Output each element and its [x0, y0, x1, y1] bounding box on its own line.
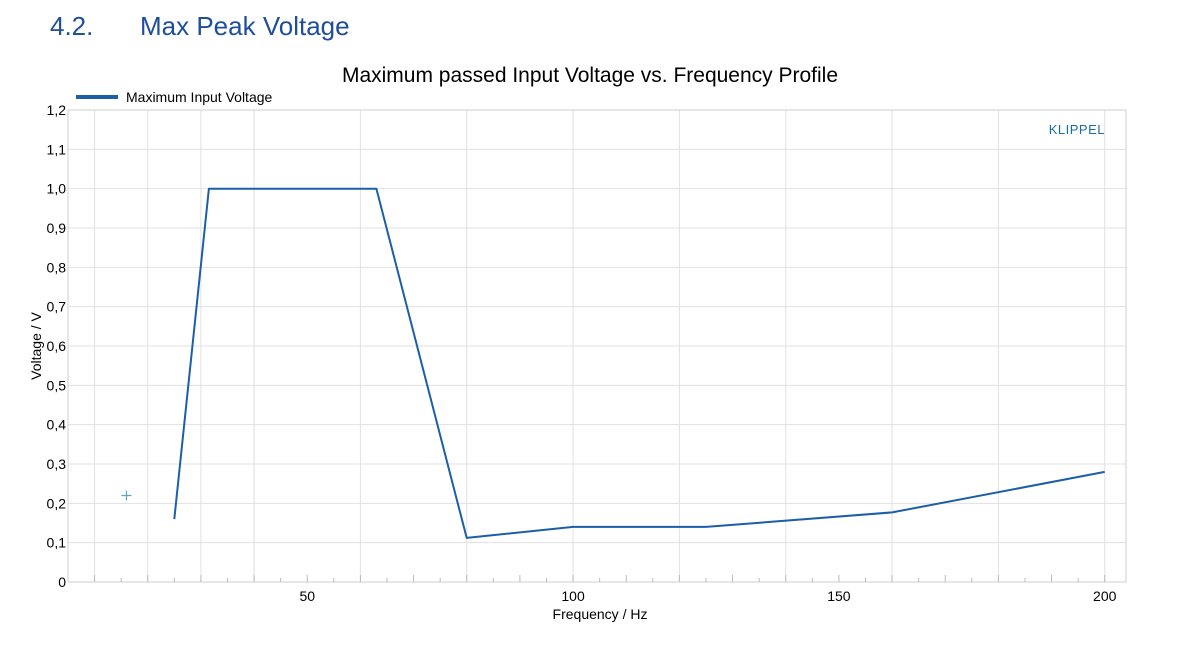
- section-number: 4.2.: [50, 10, 94, 41]
- x-axis-label: Frequency / Hz: [553, 606, 648, 622]
- y-tick-label: 0,5: [47, 377, 67, 393]
- y-tick-label: 0: [58, 574, 66, 590]
- x-tick-labels: 50 100 150 200: [299, 588, 1116, 604]
- section-title: Max Peak Voltage: [140, 10, 350, 41]
- minor-ticks: [94, 575, 1106, 582]
- y-tick-label: 0,9: [47, 220, 67, 236]
- series-layer: [173, 187, 1105, 539]
- x-tick-label: 150: [827, 588, 851, 604]
- grid: [68, 109, 1126, 583]
- brand-label: KLIPPEL: [1049, 122, 1105, 137]
- legend-label: Maximum Input Voltage: [126, 89, 273, 105]
- legend: Maximum Input Voltage: [76, 89, 273, 105]
- y-tick-label: 0,6: [47, 338, 67, 354]
- y-axis-label: Voltage / V: [28, 311, 44, 379]
- y-tick-label: 0,4: [47, 417, 67, 433]
- plot-frame: [67, 109, 1127, 583]
- series-line: [173, 187, 1105, 539]
- x-tick-label: 200: [1093, 588, 1117, 604]
- y-tick-label: 0,1: [47, 535, 67, 551]
- markers-layer: [121, 490, 132, 501]
- chart-title: Maximum passed Input Voltage vs. Frequen…: [342, 64, 838, 87]
- y-tick-label: 0,7: [47, 299, 67, 315]
- y-tick-label: 0,8: [47, 259, 67, 275]
- plus-marker: [121, 490, 132, 501]
- section-heading: 4.2. Max Peak Voltage: [50, 8, 350, 44]
- x-tick-label: 50: [299, 588, 315, 604]
- x-tick-label: 100: [561, 588, 585, 604]
- y-tick-label: 1,2: [47, 102, 67, 118]
- y-tick-label: 1,0: [47, 181, 67, 197]
- y-tick-label: 0,2: [47, 495, 67, 511]
- y-tick-label: 1,1: [47, 141, 67, 157]
- y-tick-label: 0,3: [47, 456, 67, 472]
- y-tick-labels: 0 0,1 0,2 0,3 0,4 0,5 0,6 0,7 0,8 0,9 1,0 1,1 1,2: [47, 102, 67, 590]
